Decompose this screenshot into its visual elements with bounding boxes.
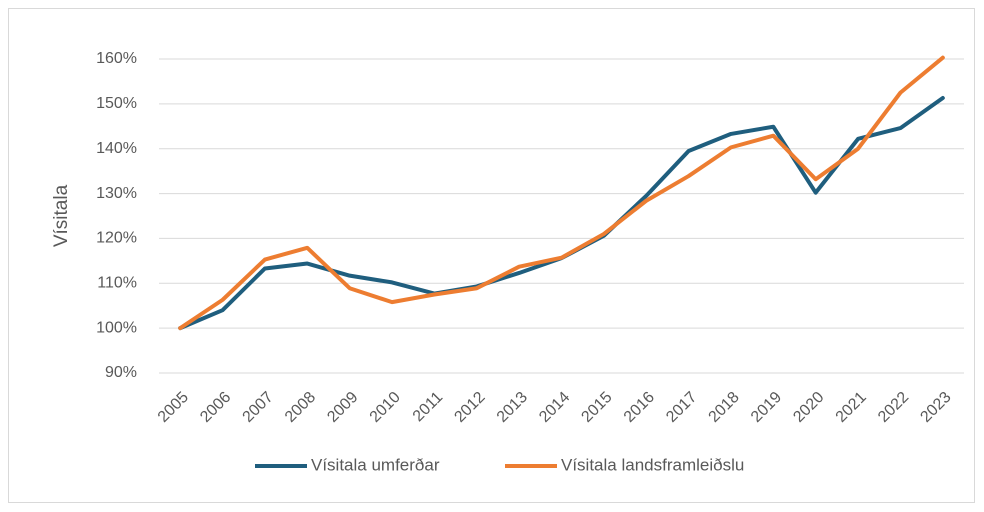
chart-border: [8, 8, 975, 503]
y-tick-label: 90%: [105, 364, 137, 381]
y-tick-label: 120%: [96, 230, 137, 247]
y-tick-label: 150%: [96, 95, 137, 112]
y-tick-label: 110%: [97, 275, 137, 292]
y-tick-label: 130%: [96, 185, 137, 202]
legend-label: Vísitala landsframleiðslu: [561, 455, 744, 474]
y-tick-label: 140%: [96, 140, 137, 157]
series-line: [178, 55, 945, 331]
y-tick-label: 160%: [96, 50, 137, 67]
y-axis-title: Vísitala: [51, 184, 72, 247]
legend-label: Vísitala umferðar: [311, 455, 440, 474]
y-tick-label: 100%: [96, 319, 137, 336]
